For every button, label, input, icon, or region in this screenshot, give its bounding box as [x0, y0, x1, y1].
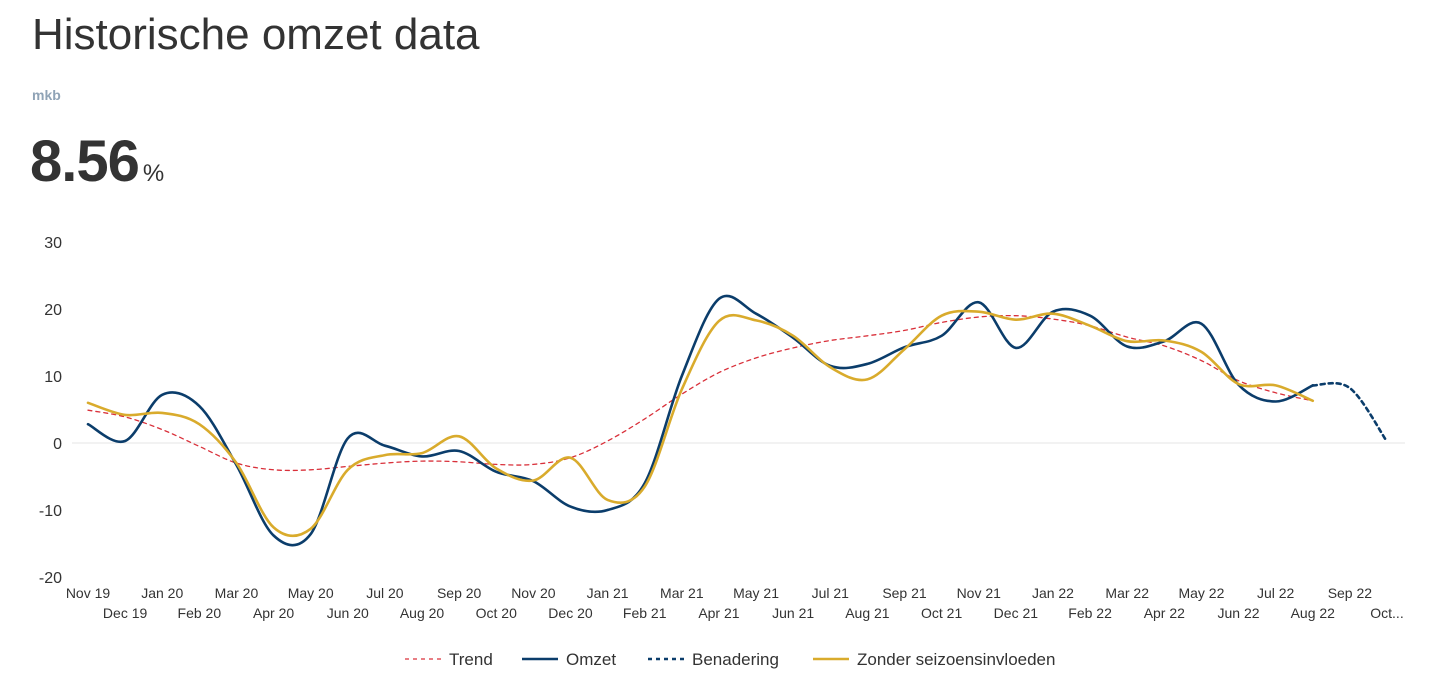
y-tick-label: 20 — [44, 302, 62, 319]
x-tick-label: Aug 20 — [400, 605, 445, 621]
x-axis: Nov 19 Dec 19 Jan 20 Feb 20 Mar 20 Apr 20 May … — [66, 585, 1404, 621]
legend-label: Trend — [449, 650, 493, 669]
x-tick-label: Sep 20 — [437, 585, 482, 601]
legend-label: Zonder seizoensinvloeden — [857, 650, 1055, 669]
x-tick-label: Sep 22 — [1328, 585, 1373, 601]
legend-item-zonder-seizoensinvloeden[interactable]: Zonder seizoensinvloeden — [813, 650, 1055, 669]
x-tick-label: Feb 21 — [623, 605, 667, 621]
legend-item-benadering[interactable]: Benadering — [648, 650, 779, 669]
series-line-benadering — [1311, 381, 1389, 443]
y-tick-label: 30 — [44, 235, 62, 252]
x-tick-label: Dec 20 — [548, 605, 593, 621]
x-tick-label: Aug 22 — [1291, 605, 1336, 621]
x-tick-label: May 21 — [733, 585, 779, 601]
segment-subtitle: mkb — [32, 87, 61, 103]
series-layer — [86, 294, 1389, 547]
x-tick-label: Oct 21 — [921, 605, 962, 621]
x-tick-label: May 20 — [288, 585, 334, 601]
legend-item-trend[interactable]: Trend — [405, 650, 493, 669]
x-tick-label: Dec 19 — [103, 605, 148, 621]
x-tick-label: Jul 22 — [1257, 585, 1295, 601]
x-tick-label: Feb 20 — [178, 605, 222, 621]
y-tick-label: -20 — [39, 570, 62, 587]
x-tick-label: Jan 21 — [587, 585, 629, 601]
x-tick-label: Mar 20 — [215, 585, 259, 601]
x-tick-label: Feb 22 — [1068, 605, 1112, 621]
x-tick-label: Jan 22 — [1032, 585, 1074, 601]
kpi-unit: % — [142, 160, 165, 187]
x-tick-label: May 22 — [1178, 585, 1224, 601]
x-tick-label: Oct 20 — [476, 605, 517, 621]
x-tick-label: Nov 21 — [957, 585, 1002, 601]
legend-item-omzet[interactable]: Omzet — [522, 650, 616, 669]
x-tick-label: Jul 21 — [812, 585, 850, 601]
y-tick-label: -10 — [39, 503, 62, 520]
x-tick-label: Jun 22 — [1218, 605, 1260, 621]
y-tick-label: 0 — [53, 436, 62, 453]
series-line-trend — [87, 314, 1314, 472]
x-tick-label: Jan 20 — [141, 585, 183, 601]
page-title: Historische omzet data — [32, 10, 480, 59]
x-tick-label: Oct... — [1370, 605, 1403, 621]
x-tick-label: Dec 21 — [994, 605, 1039, 621]
chart-legend[interactable]: Trend Omzet Benadering Zonder seizoensinvlo… — [405, 650, 1055, 669]
x-tick-label: Nov 20 — [511, 585, 556, 601]
y-tick-label: 10 — [44, 369, 62, 386]
x-tick-label: Aug 21 — [845, 605, 890, 621]
legend-label: Omzet — [566, 650, 616, 669]
kpi-value: 8.56 — [30, 129, 140, 194]
x-tick-label: Apr 22 — [1144, 605, 1185, 621]
x-tick-label: Nov 19 — [66, 585, 111, 601]
series-line-zonder-seizoensinvloeden — [86, 309, 1315, 538]
x-tick-label: Apr 21 — [698, 605, 739, 621]
x-tick-label: Mar 22 — [1105, 585, 1149, 601]
kpi-block: 8.56% — [30, 128, 164, 195]
x-tick-label: Apr 20 — [253, 605, 294, 621]
x-tick-label: Jun 20 — [327, 605, 369, 621]
y-axis: 30 20 10 0 -10 -20 — [39, 235, 62, 587]
x-tick-label: Mar 21 — [660, 585, 704, 601]
x-tick-label: Jun 21 — [772, 605, 814, 621]
x-tick-label: Sep 21 — [882, 585, 927, 601]
series-line-omzet — [86, 294, 1315, 547]
x-tick-label: Jul 20 — [366, 585, 404, 601]
legend-label: Benadering — [692, 650, 779, 669]
